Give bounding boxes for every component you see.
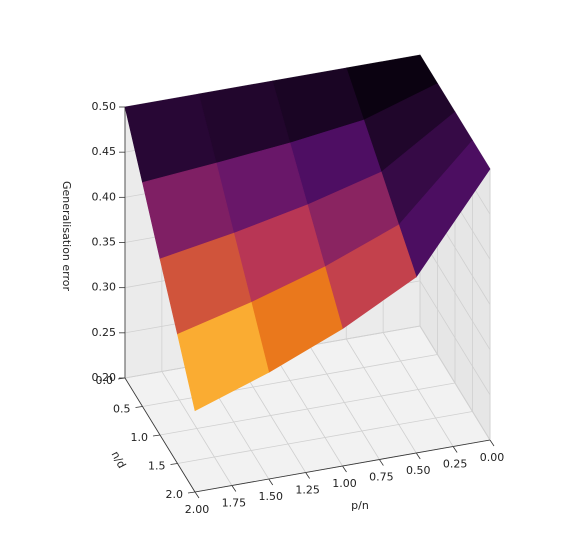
- z-tick-label: 0.25: [92, 326, 117, 339]
- x-tick: [194, 491, 200, 499]
- grid-line: [177, 411, 473, 464]
- x-axis-label: p/n: [351, 499, 369, 512]
- surface-patch: [177, 301, 270, 412]
- z-tick-label: 0.40: [92, 190, 117, 203]
- z-tick-label: 0.30: [92, 281, 117, 294]
- x-tick-label: 1.00: [332, 477, 357, 490]
- z-tick-label: 0.50: [92, 100, 117, 113]
- z-tick-label: 0.20: [92, 371, 117, 384]
- x-tick: [342, 465, 347, 473]
- grid-line: [142, 354, 438, 407]
- x-tick-label: 0.00: [480, 451, 505, 464]
- y-tick: [187, 491, 196, 494]
- y-tick: [135, 406, 143, 408]
- x-tick: [379, 459, 384, 466]
- grid-line: [159, 382, 456, 436]
- x-tick-label: 0.25: [443, 458, 468, 471]
- x-tick-label: 0.75: [369, 471, 394, 484]
- y-tick-label: 1.5: [148, 460, 166, 473]
- axis-line: [124, 377, 196, 493]
- x-tick-label: 1.50: [259, 490, 284, 503]
- z-axis-label: Generalisation error: [60, 181, 73, 292]
- y-tick-label: 0.0: [96, 374, 114, 387]
- x-tick-label: 1.25: [295, 484, 320, 497]
- z-tick-label: 0.45: [92, 145, 117, 158]
- x-tick: [231, 485, 237, 492]
- grid-line: [419, 325, 491, 441]
- grid-line: [419, 280, 491, 396]
- y-axis-label: n/d: [109, 449, 129, 471]
- x-tick: [452, 446, 458, 453]
- x-tick: [268, 478, 274, 486]
- x-tick: [415, 452, 421, 460]
- y-tick: [170, 463, 178, 465]
- x-tick: [305, 472, 310, 479]
- x-tick: [489, 439, 495, 447]
- z-tick-label: 0.35: [92, 236, 117, 249]
- x-tick-label: 1.75: [222, 497, 247, 510]
- y-tick-label: 2.0: [166, 488, 184, 501]
- axis-line: [194, 439, 491, 493]
- y-tick: [152, 434, 161, 437]
- y-tick-label: 1.0: [131, 431, 149, 444]
- x-tick-label: 2.00: [185, 503, 210, 516]
- x-tick-label: 0.50: [406, 464, 431, 477]
- y-tick-label: 0.5: [113, 403, 131, 416]
